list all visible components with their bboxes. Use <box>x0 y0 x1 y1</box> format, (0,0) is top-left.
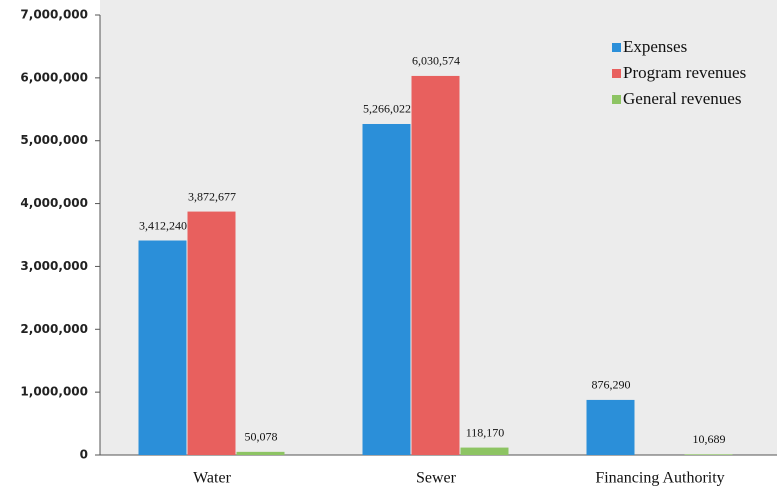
data-label: 118,170 <box>466 425 505 439</box>
x-tick-label: Water <box>193 470 231 487</box>
y-tick-label: 2,000,000 <box>20 322 88 336</box>
legend-label: Program revenues <box>623 63 746 82</box>
data-label: 3,412,240 <box>139 218 187 232</box>
bar <box>236 451 285 455</box>
legend-swatch <box>612 69 621 78</box>
bar <box>187 211 236 455</box>
legend-label: Expenses <box>623 37 687 56</box>
y-tick-label: 5,000,000 <box>20 133 88 147</box>
legend-label: General revenues <box>623 89 741 108</box>
data-label: 50,078 <box>245 430 278 444</box>
data-label: 876,290 <box>592 378 631 392</box>
legend-swatch <box>612 95 621 104</box>
y-tick-label: 7,000,000 <box>20 8 88 22</box>
data-label: 6,030,574 <box>412 54 460 68</box>
y-tick-label: 4,000,000 <box>20 196 88 210</box>
data-label: 5,266,022 <box>363 102 411 116</box>
bar <box>460 447 509 455</box>
x-tick-label: Financing Authority <box>595 470 724 487</box>
bar <box>362 123 411 455</box>
bar <box>411 75 460 455</box>
bar <box>684 454 733 455</box>
y-tick-label: 3,000,000 <box>20 259 88 273</box>
y-tick-label: 1,000,000 <box>20 385 88 399</box>
bar <box>138 240 187 455</box>
bar <box>586 399 635 455</box>
legend-swatch <box>612 43 621 52</box>
data-label: 10,689 <box>693 432 726 446</box>
y-tick-label: 6,000,000 <box>20 70 88 84</box>
x-tick-label: Sewer <box>416 470 457 487</box>
y-tick-label: 0 <box>80 448 88 462</box>
data-label: 3,872,677 <box>188 189 236 203</box>
